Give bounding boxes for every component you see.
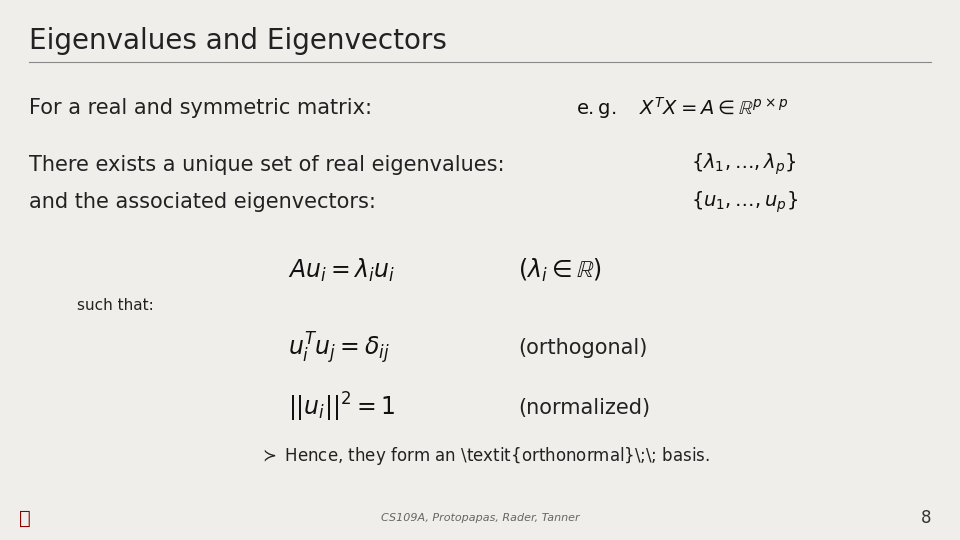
Text: $||u_i||^2 = 1$: $||u_i||^2 = 1$ [288, 391, 396, 424]
Text: (orthogonal): (orthogonal) [518, 338, 648, 359]
Text: $u_i^T u_j = \delta_{ij}$: $u_i^T u_j = \delta_{ij}$ [288, 330, 390, 366]
Text: and the associated eigenvectors:: and the associated eigenvectors: [29, 192, 375, 213]
Text: 🛡: 🛡 [19, 509, 31, 528]
Text: $\succ$ Hence, they form an \textit{orthonormal}\;\; basis.: $\succ$ Hence, they form an \textit{orth… [259, 446, 710, 467]
Text: There exists a unique set of real eigenvalues:: There exists a unique set of real eigenv… [29, 154, 504, 175]
Text: $(\lambda_i \in \mathbb{R})$: $(\lambda_i \in \mathbb{R})$ [518, 256, 602, 284]
Text: $Au_i = \lambda_i u_i$: $Au_i = \lambda_i u_i$ [288, 256, 396, 284]
Text: $\{\lambda_1,\ldots,\lambda_p\}$: $\{\lambda_1,\ldots,\lambda_p\}$ [691, 152, 797, 178]
Text: $\mathrm{e.g.}\quad X^TX = A \in \mathbb{R}^{p\times p}$: $\mathrm{e.g.}\quad X^TX = A \in \mathbb… [576, 95, 788, 121]
Text: Eigenvalues and Eigenvectors: Eigenvalues and Eigenvectors [29, 27, 446, 55]
Text: CS109A, Protopapas, Rader, Tanner: CS109A, Protopapas, Rader, Tanner [381, 514, 579, 523]
Text: 8: 8 [921, 509, 931, 528]
Text: (normalized): (normalized) [518, 397, 651, 418]
Text: such that:: such that: [77, 298, 154, 313]
Text: For a real and symmetric matrix:: For a real and symmetric matrix: [29, 98, 372, 118]
Text: $\{u_1,\ldots,u_p\}$: $\{u_1,\ldots,u_p\}$ [691, 190, 799, 215]
